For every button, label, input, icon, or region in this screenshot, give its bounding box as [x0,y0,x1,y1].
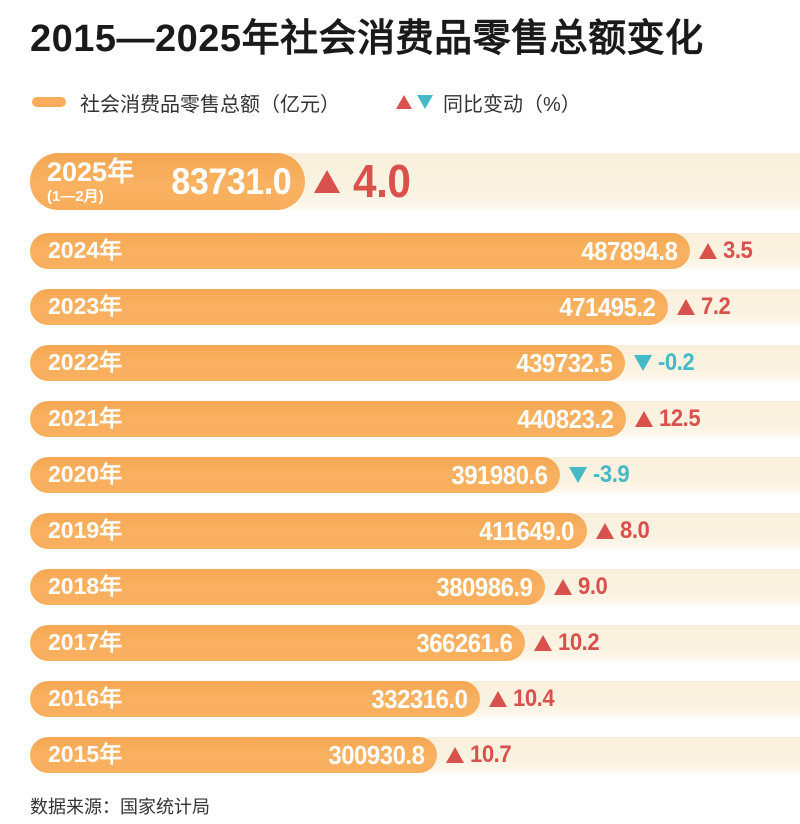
change-label: 4.0 [353,155,411,208]
change-label: 8.0 [620,516,650,544]
bar-legend-swatch-icon [32,97,66,108]
chart-row: 2022年 439732.5 -0.2 [30,344,800,381]
value-label: 300930.8 [327,739,425,770]
change-legend-icons [396,95,433,110]
chart-row: 2018年 380986.9 9.0 [30,568,800,605]
change-label: 10.4 [513,684,555,712]
chart-row: 2024年 487894.8 3.5 [30,232,800,269]
year-label-group: 2020年 [48,463,122,486]
year-label: 2020年 [48,461,123,488]
chart-row: 2023年 471495.2 7.2 [30,288,800,325]
change-group: 9.0 [554,572,610,600]
value-label: 380986.9 [435,571,533,602]
down-triangle-icon [417,95,433,110]
year-label-group: 2024年 [48,239,122,262]
change-label: 10.7 [470,740,512,768]
change-legend-label: 同比变动（%） [443,93,581,116]
chart-row: 2021年 440823.2 12.5 [30,400,800,437]
change-group: 3.5 [699,236,755,264]
value-label: 83731.0 [171,160,291,202]
year-label-group: 2023年 [48,295,122,318]
change-label: 3.5 [723,236,753,264]
year-label: 2015年 [48,741,123,768]
year-label-group: 2021年 [48,407,122,430]
change-group: 10.2 [534,628,603,656]
value-label: 471495.2 [558,291,656,322]
year-label: 2025年 [47,156,135,187]
year-label: 2022年 [48,349,123,376]
year-label-group: 2016年 [48,687,122,710]
value-label: 439732.5 [515,347,613,378]
change-label: 7.2 [701,292,731,320]
year-label-group: 2017年 [48,631,122,654]
change-group: 4.0 [314,158,415,204]
up-triangle-icon [596,522,614,539]
year-bar: 2017年 366261.6 [30,624,525,661]
year-bar: 2023年 471495.2 [30,288,668,325]
change-label: -3.9 [593,460,630,488]
up-triangle-icon [534,634,552,651]
up-triangle-icon [446,746,464,763]
value-label: 332316.0 [370,683,468,714]
up-triangle-icon [699,242,717,259]
change-label: 12.5 [659,404,701,432]
value-label: 366261.6 [415,627,513,658]
value-label: 487894.8 [580,235,678,266]
year-label: 2016年 [48,685,123,712]
up-triangle-icon [677,298,695,315]
year-label-group: 2022年 [48,351,122,374]
change-group: 10.7 [446,740,515,768]
change-group: 12.5 [635,404,704,432]
change-label: 9.0 [578,572,608,600]
up-triangle-icon [314,169,340,193]
bar-chart: 2025年 (1—2月) 83731.0 4.0 2024年 487894.8 … [0,152,800,773]
change-group: -3.9 [569,460,632,488]
chart-row: 2019年 411649.0 8.0 [30,512,800,549]
chart-row: 2015年 300930.8 10.7 [30,736,800,773]
down-triangle-icon [569,466,587,483]
year-label: 2017年 [48,629,123,656]
year-bar: 2024年 487894.8 [30,232,690,269]
chart-row: 2016年 332316.0 10.4 [30,680,800,717]
year-label-group: 2025年 (1—2月) [47,156,135,205]
year-label: 2023年 [48,293,123,320]
change-label: -0.2 [658,348,695,376]
value-label: 411649.0 [479,515,574,546]
year-label: 2024年 [48,237,123,264]
chart-row: 2017年 366261.6 10.2 [30,624,800,661]
year-bar: 2022年 439732.5 [30,344,625,381]
year-label: 2021年 [48,405,123,432]
value-label: 391980.6 [450,459,548,490]
year-bar: 2016年 332316.0 [30,680,480,717]
legend: 社会消费品零售总额（亿元） 同比变动（%） [32,88,770,117]
year-label: 2018年 [48,573,123,600]
up-triangle-icon [554,578,572,595]
year-label-group: 2018年 [48,575,122,598]
change-group: 10.4 [489,684,558,712]
change-group: 7.2 [677,292,733,320]
down-triangle-icon [634,354,652,371]
up-triangle-icon [635,410,653,427]
year-bar: 2025年 (1—2月) 83731.0 [30,152,305,210]
chart-row: 2020年 391980.6 -3.9 [30,456,800,493]
up-triangle-icon [396,95,412,110]
change-label: 10.2 [558,628,600,656]
year-bar: 2015年 300930.8 [30,736,437,773]
year-bar: 2021年 440823.2 [30,400,626,437]
bar-legend-label: 社会消费品零售总额（亿元） [80,93,340,116]
page-title: 2015—2025年社会消费品零售总额变化 [30,18,704,60]
year-bar: 2020年 391980.6 [30,456,560,493]
year-sublabel: (1—2月) [47,187,104,205]
change-group: -0.2 [634,348,697,376]
data-source-note: 数据来源：国家统计局 [30,796,210,817]
change-group: 8.0 [596,516,652,544]
year-bar: 2019年 411649.0 [30,512,587,549]
chart-row: 2025年 (1—2月) 83731.0 4.0 [30,152,800,210]
up-triangle-icon [489,690,507,707]
year-label-group: 2015年 [48,743,122,766]
year-bar: 2018年 380986.9 [30,568,545,605]
year-label-group: 2019年 [48,519,122,542]
value-label: 440823.2 [516,403,614,434]
year-label: 2019年 [48,517,123,544]
